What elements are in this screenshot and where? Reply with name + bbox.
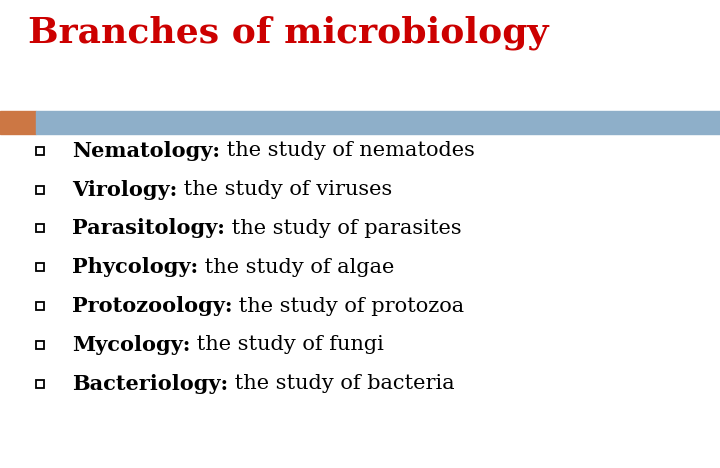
Text: Parasitology:: Parasitology:	[72, 219, 225, 238]
Text: the study of nematodes: the study of nematodes	[220, 141, 475, 160]
Text: Phycology:: Phycology:	[72, 257, 198, 277]
Bar	[36, 111, 720, 134]
Text: the study of viruses: the study of viruses	[177, 180, 392, 199]
Text: Nematology:: Nematology:	[72, 141, 220, 161]
Bar	[0, 111, 36, 134]
Text: Branches of microbiology: Branches of microbiology	[28, 15, 549, 50]
Text: the study of bacteria: the study of bacteria	[228, 374, 455, 393]
Text: Bacteriology:: Bacteriology:	[72, 374, 228, 394]
Bar	[35, 263, 44, 271]
Text: Virology:: Virology:	[72, 180, 177, 199]
Bar	[35, 185, 44, 194]
Bar	[35, 380, 44, 388]
Text: the study of algae: the study of algae	[198, 258, 395, 277]
Bar	[35, 341, 44, 349]
Bar	[35, 302, 44, 310]
Text: Protozoology:: Protozoology:	[72, 296, 233, 316]
Text: the study of protozoa: the study of protozoa	[233, 297, 464, 315]
Bar	[35, 146, 44, 155]
Text: the study of fungi: the study of fungi	[190, 336, 384, 354]
Text: Mycology:: Mycology:	[72, 335, 190, 355]
Text: the study of parasites: the study of parasites	[225, 219, 462, 238]
Bar	[35, 224, 44, 233]
